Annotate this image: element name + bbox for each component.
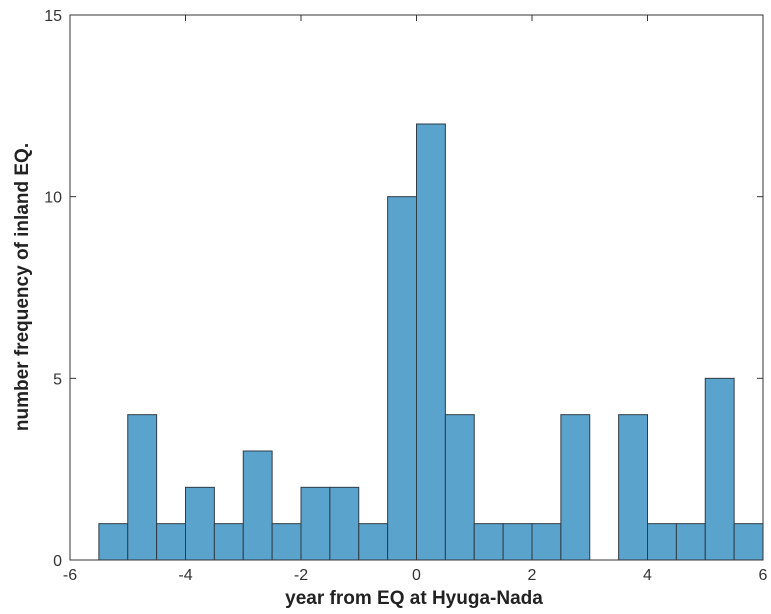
histogram-bar [271,523,302,561]
histogram-bar [444,414,475,561]
x-tick-label: 2 [528,567,537,584]
histogram-bar [98,523,129,561]
ticks-layer: -6 -4 -2 0 2 4 6 0 5 10 15 [44,8,767,584]
histogram-bar [531,523,562,561]
histogram-bar [242,450,273,561]
histogram-bar [647,523,677,561]
histogram-bar [704,377,735,561]
histogram-bar [156,523,186,561]
y-tick-label: 15 [44,8,62,25]
x-tick-label: -6 [63,567,77,584]
x-tick-label: 0 [412,567,421,584]
histogram-bar [387,196,417,561]
histogram-bar [127,414,158,561]
histogram-bar [185,486,215,561]
bars-layer [98,123,764,561]
x-tick-label: -4 [178,567,192,584]
x-axis-title: year from EQ at Hyuga-Nada [285,588,543,609]
histogram-bar [560,414,591,561]
histogram-bar [675,523,706,561]
histogram-bar [358,523,389,561]
histogram-bar [416,123,446,561]
histogram-bar [213,523,244,561]
y-tick-label: 0 [53,553,62,570]
x-tick-label: 4 [643,567,652,584]
histogram-bar [473,523,504,561]
y-axis-title: number frequency of inland EQ. [12,143,33,431]
histogram-bar [618,414,648,561]
x-tick-label: -2 [294,567,308,584]
x-tick-label: 6 [759,567,768,584]
histogram-bar [733,523,764,561]
y-tick-label: 5 [53,371,62,388]
y-tick-label: 10 [44,190,62,207]
histogram-bar [329,486,360,561]
histogram-bar [300,486,331,561]
histogram-bar [502,523,533,561]
